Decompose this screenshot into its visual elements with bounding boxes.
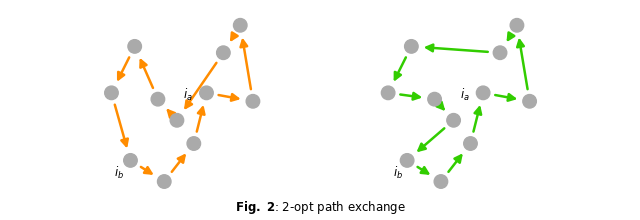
Circle shape <box>404 40 418 53</box>
Circle shape <box>428 92 442 106</box>
Circle shape <box>170 114 184 127</box>
Circle shape <box>151 92 164 106</box>
Text: $\mathit{i}_b$: $\mathit{i}_b$ <box>114 165 124 181</box>
Text: $\mathit{i}_a$: $\mathit{i}_a$ <box>460 87 470 103</box>
Circle shape <box>381 86 395 100</box>
Circle shape <box>234 18 247 32</box>
Circle shape <box>124 154 137 167</box>
Circle shape <box>157 175 171 188</box>
Text: $\mathit{i}_a$: $\mathit{i}_a$ <box>183 87 193 103</box>
Circle shape <box>464 137 477 150</box>
Circle shape <box>105 86 118 100</box>
Circle shape <box>510 18 524 32</box>
Circle shape <box>128 40 141 53</box>
Circle shape <box>523 95 536 108</box>
Text: $\mathit{i}_b$: $\mathit{i}_b$ <box>393 165 403 181</box>
Circle shape <box>187 137 200 150</box>
Text: $\mathbf{Fig.\ 2}$: 2-opt path exchange: $\mathbf{Fig.\ 2}$: 2-opt path exchange <box>235 199 405 216</box>
Circle shape <box>434 175 447 188</box>
Circle shape <box>401 154 414 167</box>
Circle shape <box>476 86 490 100</box>
Circle shape <box>493 46 507 59</box>
Circle shape <box>200 86 213 100</box>
Circle shape <box>216 46 230 59</box>
Circle shape <box>447 114 460 127</box>
Circle shape <box>246 95 260 108</box>
